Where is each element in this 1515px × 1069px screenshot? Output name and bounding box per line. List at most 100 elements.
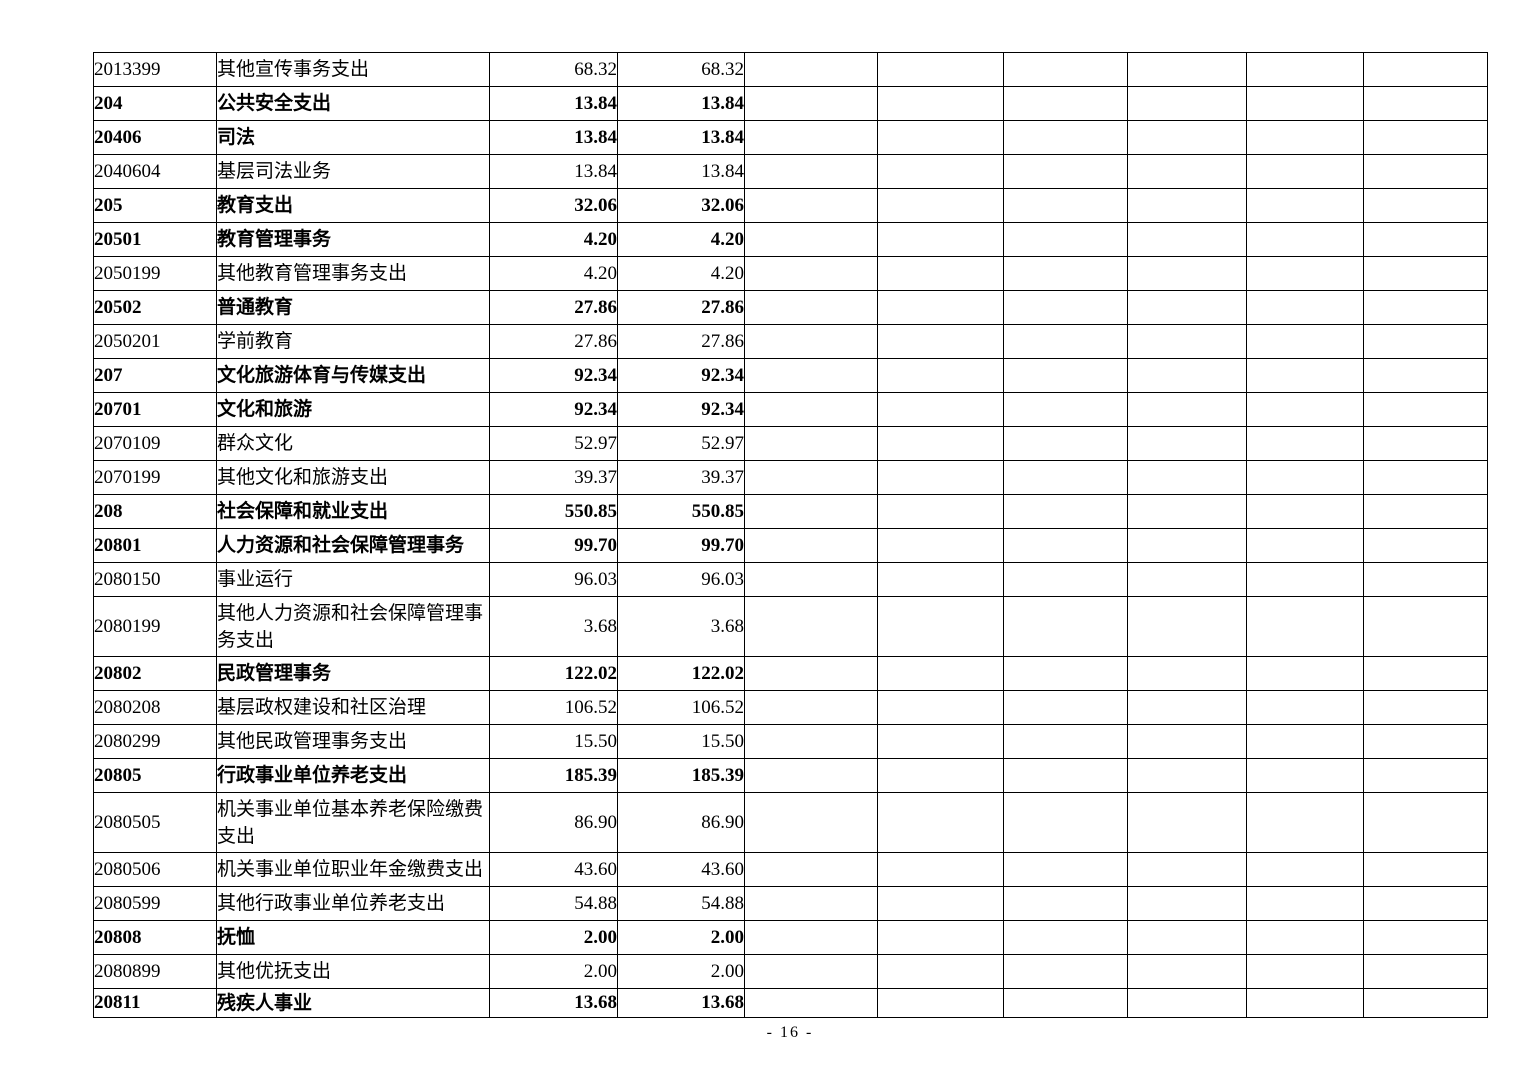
empty-cell [1003,886,1128,921]
empty-cell [1246,256,1364,291]
name-cell: 教育支出 [216,188,490,223]
code-cell: 20501 [93,222,217,257]
value1-cell: 96.03 [489,562,618,597]
value1-cell: 92.34 [489,358,618,393]
empty-cell [1127,656,1247,691]
empty-cell [1246,154,1364,189]
empty-cell [1003,690,1128,725]
name-cell: 其他宣传事务支出 [216,52,490,87]
empty-cell [1246,988,1364,1018]
empty-cell [877,256,1004,291]
value1-cell: 99.70 [489,528,618,563]
value2-cell: 32.06 [617,188,745,223]
table-row: 2080599 其他行政事业单位养老支出 54.88 54.88 [93,886,1488,921]
value2-cell: 27.86 [617,290,745,325]
empty-cell [1246,656,1364,691]
budget-table: 2013399 其他宣传事务支出 68.32 68.32 204 公共安全支出 13.84 1… [93,52,1488,1018]
empty-cell [1003,154,1128,189]
empty-cell [1127,256,1247,291]
name-cell: 群众文化 [216,426,490,461]
empty-cell [877,886,1004,921]
table-row: 20701 文化和旅游 92.34 92.34 [93,392,1488,427]
empty-cell [744,656,878,691]
code-cell: 20502 [93,290,217,325]
code-cell: 208 [93,494,217,529]
empty-cell [1363,392,1488,427]
table-row: 2080150 事业运行 96.03 96.03 [93,562,1488,597]
empty-cell [1246,852,1364,887]
empty-cell [1363,324,1488,359]
name-cell: 机关事业单位职业年金缴费支出 [216,852,490,887]
empty-cell [1246,886,1364,921]
empty-cell [877,920,1004,955]
empty-cell [1246,392,1364,427]
empty-cell [1363,528,1488,563]
empty-cell [1363,188,1488,223]
empty-cell [744,52,878,87]
empty-cell [877,562,1004,597]
code-cell: 2080899 [93,954,217,989]
empty-cell [1363,562,1488,597]
table-row: 2070109 群众文化 52.97 52.97 [93,426,1488,461]
empty-cell [1003,758,1128,793]
empty-cell [1003,528,1128,563]
empty-cell [1127,988,1247,1018]
empty-cell [744,256,878,291]
page-number: - 16 - [766,1024,814,1041]
value1-cell: 106.52 [489,690,618,725]
empty-cell [744,852,878,887]
empty-cell [1127,426,1247,461]
code-cell: 2070109 [93,426,217,461]
empty-cell [744,920,878,955]
empty-cell [744,222,878,257]
empty-cell [1003,460,1128,495]
empty-cell [744,528,878,563]
empty-cell [744,724,878,759]
code-cell: 2070199 [93,460,217,495]
empty-cell [877,988,1004,1018]
empty-cell [1127,758,1247,793]
value1-cell: 52.97 [489,426,618,461]
value2-cell: 550.85 [617,494,745,529]
code-cell: 20808 [93,920,217,955]
name-cell: 学前教育 [216,324,490,359]
empty-cell [1363,256,1488,291]
empty-cell [744,596,878,657]
value1-cell: 2.00 [489,954,618,989]
empty-cell [1127,120,1247,155]
empty-cell [1246,690,1364,725]
name-cell: 公共安全支出 [216,86,490,121]
empty-cell [1246,596,1364,657]
code-cell: 2080150 [93,562,217,597]
empty-cell [1246,426,1364,461]
empty-cell [1003,426,1128,461]
empty-cell [877,690,1004,725]
empty-cell [877,324,1004,359]
empty-cell [1127,392,1247,427]
value2-cell: 13.84 [617,86,745,121]
empty-cell [1363,358,1488,393]
table-row: 2040604 基层司法业务 13.84 13.84 [93,154,1488,189]
table-row: 20802 民政管理事务 122.02 122.02 [93,656,1488,691]
empty-cell [1127,724,1247,759]
name-cell: 行政事业单位养老支出 [216,758,490,793]
value1-cell: 27.86 [489,324,618,359]
empty-cell [744,494,878,529]
empty-cell [744,86,878,121]
empty-cell [877,792,1004,853]
empty-cell [1003,256,1128,291]
empty-cell [1003,290,1128,325]
empty-cell [1003,222,1128,257]
empty-cell [1363,886,1488,921]
value2-cell: 54.88 [617,886,745,921]
table-row: 208 社会保障和就业支出 550.85 550.85 [93,494,1488,529]
budget-table-body: 2013399 其他宣传事务支出 68.32 68.32 204 公共安全支出 13.84 1… [93,52,1488,1018]
empty-cell [1003,392,1128,427]
empty-cell [877,154,1004,189]
empty-cell [1003,920,1128,955]
code-cell: 2080208 [93,690,217,725]
table-row: 2080199 其他人力资源和社会保障管理事务支出 3.68 3.68 [93,596,1488,657]
name-cell: 其他民政管理事务支出 [216,724,490,759]
empty-cell [1127,86,1247,121]
